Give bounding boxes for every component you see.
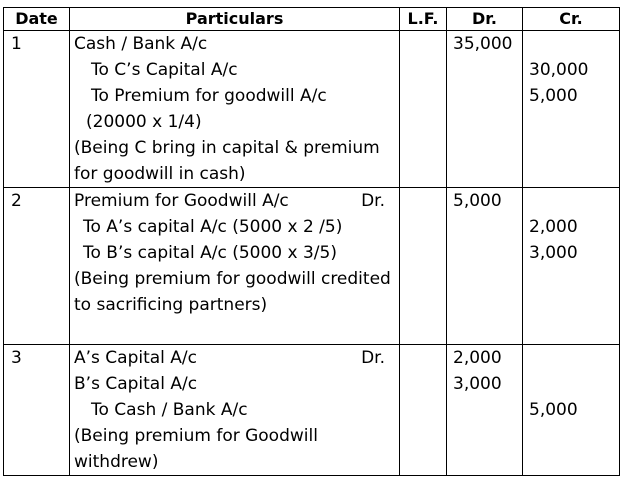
particular-line: B’s Capital A/c (74, 374, 198, 394)
narration-line: for goodwill in cash) (74, 164, 246, 184)
header-row: Date Particulars L.F. Dr. Cr. (3, 7, 620, 31)
particular-line: (20000 x 1/4) (86, 112, 202, 132)
dr-marker: Dr. (361, 191, 385, 211)
journal-entry-table: Date Particulars L.F. Dr. Cr. 1 Cash / B… (3, 7, 620, 476)
entry-particulars: A’s Capital A/c Dr. B’s Capital A/c To C… (69, 344, 400, 476)
particular-line: Premium for Goodwill A/c Dr. (74, 188, 399, 214)
cr-amount: 5,000 (529, 86, 578, 106)
particular-line: To B’s capital A/c (5000 x 3/5) (83, 243, 337, 263)
table-row: 1 Cash / Bank A/c To C’s Capital A/c To … (3, 30, 620, 188)
narration-line: (Being premium for goodwill credited (74, 269, 391, 289)
header-dr: Dr. (446, 7, 523, 31)
narration-line: (Being premium for Goodwill (74, 426, 318, 446)
entry-lf (399, 30, 447, 188)
header-lf: L.F. (399, 7, 447, 31)
debit-account: Premium for Goodwill A/c (74, 191, 289, 211)
entry-particulars: Cash / Bank A/c To C’s Capital A/c To Pr… (69, 30, 400, 188)
header-cr: Cr. (522, 7, 620, 31)
dr-amount: 2,000 (453, 348, 502, 368)
entry-date: 2 (3, 187, 70, 345)
particular-line: A’s Capital A/c Dr. (74, 345, 399, 371)
entry-particulars: Premium for Goodwill A/c Dr. To A’s capi… (69, 187, 400, 345)
entry-cr: 2,000 3,000 (522, 187, 620, 345)
entry-lf (399, 344, 447, 476)
debit-account: A’s Capital A/c (74, 348, 198, 368)
narration-line: withdrew) (74, 452, 159, 472)
dr-amount: 35,000 (453, 34, 513, 54)
dr-amount: 5,000 (453, 191, 502, 211)
particular-line: Cash / Bank A/c (74, 34, 208, 54)
entry-date: 3 (3, 344, 70, 476)
narration-line: to sacrificing partners) (74, 295, 268, 315)
entry-date: 1 (3, 30, 70, 188)
particular-line: To Premium for goodwill A/c (91, 86, 327, 106)
header-particulars: Particulars (69, 7, 400, 31)
cr-amount: 2,000 (529, 217, 578, 237)
entry-dr: 5,000 (446, 187, 523, 345)
header-date: Date (3, 7, 70, 31)
cr-amount: 5,000 (529, 400, 578, 420)
particular-line: To A’s capital A/c (5000 x 2 /5) (83, 217, 343, 237)
entry-dr: 2,000 3,000 (446, 344, 523, 476)
dr-amount: 3,000 (453, 374, 502, 394)
entry-cr: 5,000 (522, 344, 620, 476)
entry-dr: 35,000 (446, 30, 523, 188)
particular-line: To C’s Capital A/c (91, 60, 238, 80)
entry-lf (399, 187, 447, 345)
table-row: 3 A’s Capital A/c Dr. B’s Capital A/c To… (3, 344, 620, 476)
particular-line: To Cash / Bank A/c (91, 400, 248, 420)
narration-line: (Being C bring in capital & premium (74, 138, 380, 158)
entry-cr: 30,000 5,000 (522, 30, 620, 188)
dr-marker: Dr. (361, 348, 385, 368)
cr-amount: 3,000 (529, 243, 578, 263)
cr-amount: 30,000 (529, 60, 589, 80)
table-row: 2 Premium for Goodwill A/c Dr. To A’s ca… (3, 187, 620, 345)
